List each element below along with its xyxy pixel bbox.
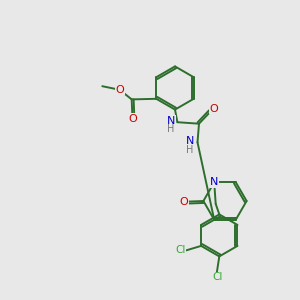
Text: N: N <box>186 136 194 146</box>
Text: O: O <box>179 196 188 207</box>
Text: H: H <box>186 145 194 155</box>
Text: Cl: Cl <box>212 272 223 282</box>
Text: N: N <box>167 116 175 126</box>
Text: O: O <box>210 104 218 114</box>
Text: Cl: Cl <box>176 245 186 255</box>
Text: N: N <box>210 177 218 187</box>
Text: H: H <box>167 124 175 134</box>
Text: O: O <box>128 114 137 124</box>
Text: O: O <box>115 85 124 95</box>
